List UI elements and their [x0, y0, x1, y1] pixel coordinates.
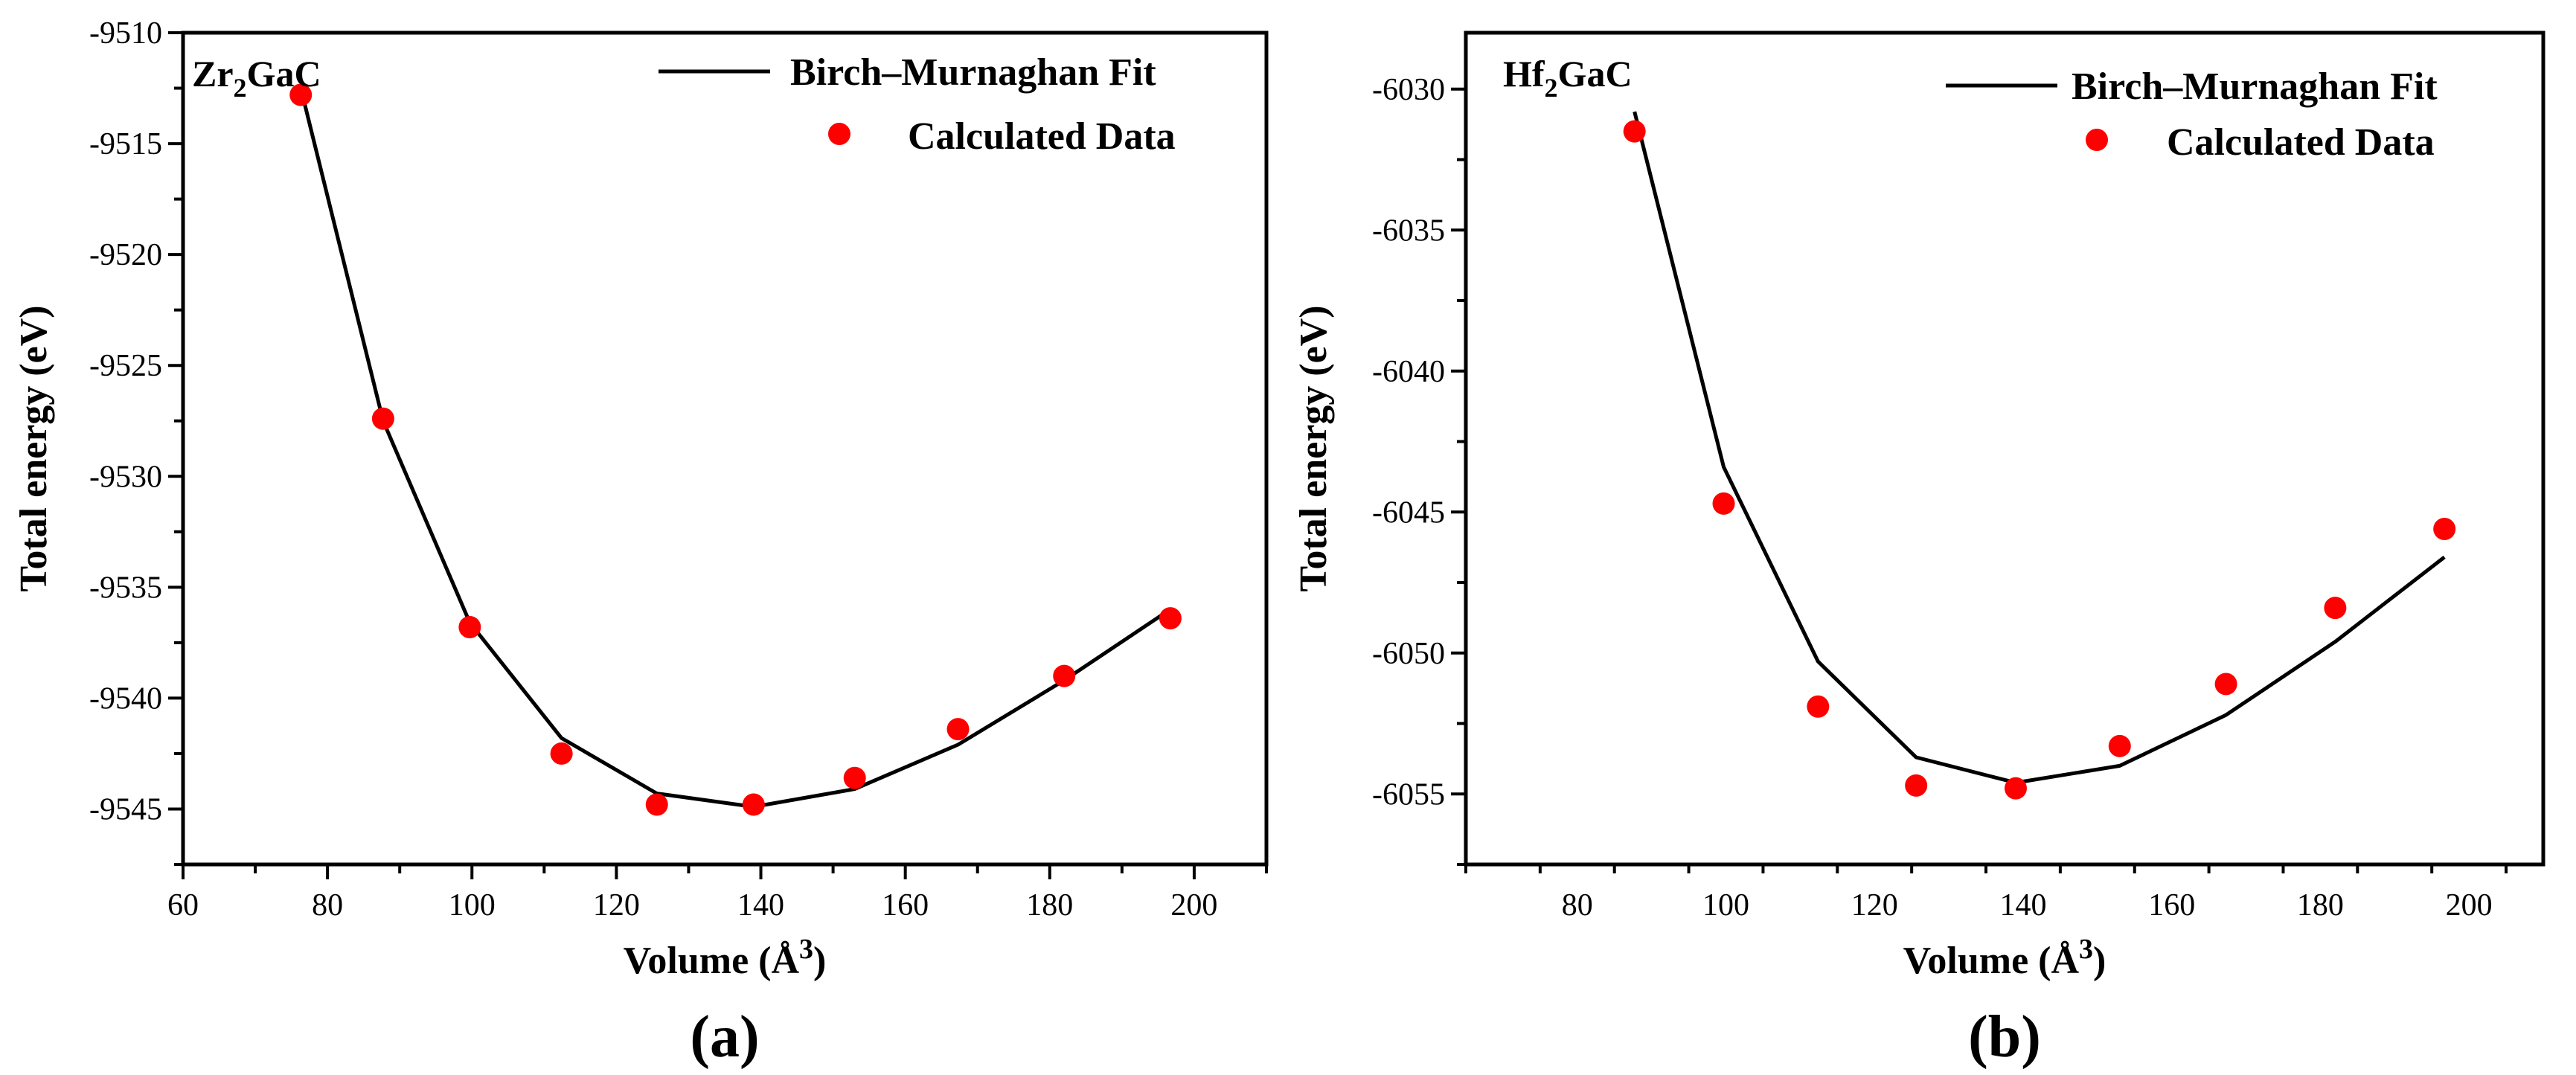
chart-a-data-point: [289, 83, 313, 106]
chart-b-data-point: [2433, 518, 2456, 541]
chart-a-fit-line: [298, 87, 1172, 809]
chart-b-x-tick-label: 200: [2446, 888, 2493, 922]
chart-b-x-tick-label: 100: [1702, 888, 1749, 922]
chart-a-data-point: [946, 718, 970, 741]
chart-a-x-axis-title: Volume (Å3): [624, 934, 827, 982]
chart-b-data-point: [2004, 777, 2027, 800]
chart-b-fit-line: [1633, 111, 2446, 785]
chart-a-ticks: 60 80 100 120 140 160 180 200 -9510 -9515 -9520 -95…: [89, 16, 1268, 922]
chart-b-data-point: [2108, 734, 2131, 757]
chart-b-data-point: [1905, 774, 1928, 797]
chart-a-plot-frame: [181, 31, 1269, 867]
chart-a-data-point: [1053, 664, 1076, 687]
chart-b-data-point: [1807, 695, 1830, 718]
chart-a-legend: Birch–Murnaghan Fit Calculated Data: [659, 51, 1176, 158]
chart-b-x-tick-label: 80: [1562, 888, 1593, 922]
chart-b-y-tick-label: -6030: [1372, 73, 1445, 107]
chart-a-data-point: [742, 793, 765, 816]
chart-b-x-tick-label: 120: [1851, 888, 1898, 922]
chart-a-data-point: [550, 742, 573, 765]
chart-b-y-tick-label: -6055: [1372, 777, 1445, 812]
chart-panel-b: 80 100 120 140 160 180 200 -6030 -6035 -6040 -6045…: [1292, 31, 2545, 1070]
chart-a-y-tick-label: -9525: [89, 349, 162, 383]
chart-b-ticks: 80 100 120 140 160 180 200 -6030 -6035 -6040 -6045…: [1372, 73, 2508, 922]
chart-a-data-point: [843, 766, 866, 789]
chart-b-x-axis-title: Volume (Å3): [1903, 934, 2106, 982]
chart-b-legend-fit-label: Birch–Murnaghan Fit: [2072, 65, 2438, 108]
chart-a-y-tick-label: -9520: [89, 238, 162, 272]
chart-b-legend: Birch–Murnaghan Fit Calculated Data: [1946, 65, 2438, 164]
chart-a-x-tick-label: 140: [737, 888, 784, 922]
chart-a-y-tick-label: -9530: [89, 460, 162, 494]
chart-panel-a: 60 80 100 120 140 160 180 200 -9510 -9515 -9520 -95…: [13, 16, 1269, 1070]
chart-b-x-tick-label: 160: [2148, 888, 2195, 922]
chart-b-y-tick-label: -6040: [1372, 355, 1445, 389]
chart-b-y-tick-label: -6050: [1372, 637, 1445, 671]
chart-b-plot-frame: [1464, 31, 2545, 867]
chart-a-y-tick-label: -9510: [89, 16, 162, 51]
chart-a-y-tick-label: -9535: [89, 571, 162, 605]
chart-a-y-tick-label: -9545: [89, 792, 162, 827]
chart-a-x-tick-label: 120: [593, 888, 640, 922]
chart-b-legend-data-label: Calculated Data: [2167, 121, 2435, 164]
chart-b-y-axis-title: Total energy (eV): [1292, 305, 1335, 591]
chart-b-x-tick-label: 180: [2297, 888, 2344, 922]
chart-b-data-point: [2214, 673, 2237, 696]
chart-a-y-tick-label: -9540: [89, 681, 162, 716]
chart-b-legend-dot-swatch: [2086, 129, 2108, 151]
chart-a-data-point: [1159, 607, 1182, 630]
chart-b-compound-label: Hf2GaC: [1503, 53, 1633, 103]
chart-b-panel-label: (b): [1968, 1004, 2041, 1070]
chart-a-legend-dot-swatch: [828, 123, 850, 145]
chart-a-x-tick-label: 200: [1170, 888, 1217, 922]
chart-a-x-tick-label: 160: [882, 888, 929, 922]
chart-a-panel-label: (a): [690, 1004, 759, 1070]
chart-a-y-axis-title: Total energy (eV): [13, 305, 55, 591]
chart-a-x-tick-label: 100: [449, 888, 496, 922]
chart-a-y-tick-label: -9515: [89, 127, 162, 161]
chart-b-data-point: [2324, 597, 2347, 620]
chart-b-marks: [1623, 111, 2456, 800]
chart-a-data-point: [645, 793, 668, 816]
chart-b-data-point: [1623, 120, 1646, 143]
chart-a-compound-label: Zr2GaC: [192, 53, 321, 103]
chart-b-y-tick-label: -6035: [1372, 214, 1445, 248]
chart-a-data-point: [458, 615, 481, 638]
chart-a-x-tick-label: 60: [167, 888, 199, 922]
chart-a-x-tick-label: 80: [312, 888, 343, 922]
chart-a-marks: [289, 83, 1182, 816]
chart-b-y-tick-label: -6045: [1372, 495, 1445, 530]
chart-a-legend-data-label: Calculated Data: [908, 115, 1176, 158]
chart-a-legend-fit-label: Birch–Murnaghan Fit: [790, 51, 1156, 94]
chart-a-x-tick-label: 180: [1026, 888, 1073, 922]
chart-a-data-point: [371, 407, 394, 430]
chart-b-x-tick-label: 140: [1999, 888, 2046, 922]
chart-b-data-point: [1712, 492, 1735, 515]
